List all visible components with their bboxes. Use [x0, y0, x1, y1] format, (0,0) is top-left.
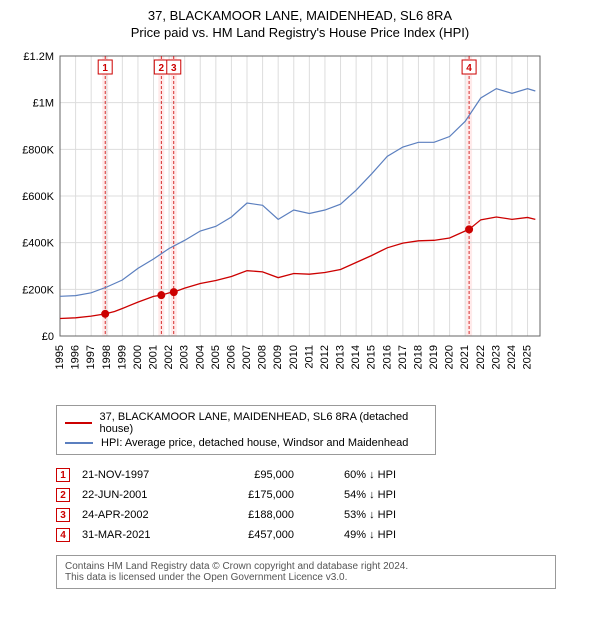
svg-text:2011: 2011 — [303, 345, 315, 369]
marker-number-box: 1 — [56, 468, 70, 482]
svg-text:2019: 2019 — [428, 345, 440, 369]
svg-text:1998: 1998 — [101, 345, 113, 369]
svg-text:2023: 2023 — [490, 345, 502, 369]
transaction-date: 21-NOV-1997 — [82, 469, 202, 481]
svg-text:2002: 2002 — [163, 345, 175, 369]
marker-number-box: 4 — [56, 528, 70, 542]
svg-text:£0: £0 — [42, 331, 54, 343]
transaction-price: £188,000 — [214, 509, 294, 521]
svg-text:2000: 2000 — [132, 345, 144, 369]
svg-text:£400K: £400K — [22, 238, 54, 250]
svg-text:2025: 2025 — [522, 345, 534, 369]
svg-text:1999: 1999 — [116, 345, 128, 369]
svg-text:2005: 2005 — [210, 345, 222, 369]
svg-text:2004: 2004 — [194, 345, 206, 369]
transaction-pct: 53% ↓ HPI — [306, 509, 396, 521]
footer-attribution: Contains HM Land Registry data © Crown c… — [56, 555, 556, 589]
svg-text:2010: 2010 — [288, 345, 300, 369]
svg-text:4: 4 — [466, 63, 472, 74]
svg-text:2006: 2006 — [225, 345, 237, 369]
svg-text:£600K: £600K — [22, 191, 54, 203]
svg-text:2017: 2017 — [397, 345, 409, 369]
transaction-pct: 54% ↓ HPI — [306, 489, 396, 501]
legend-swatch — [65, 422, 92, 424]
svg-text:2024: 2024 — [506, 345, 518, 369]
chart-container: 37, BLACKAMOOR LANE, MAIDENHEAD, SL6 8RA… — [0, 0, 600, 601]
legend-item: 37, BLACKAMOOR LANE, MAIDENHEAD, SL6 8RA… — [65, 410, 427, 436]
transaction-date: 22-JUN-2001 — [82, 489, 202, 501]
title-block: 37, BLACKAMOOR LANE, MAIDENHEAD, SL6 8RA… — [12, 8, 588, 40]
legend: 37, BLACKAMOOR LANE, MAIDENHEAD, SL6 8RA… — [56, 405, 436, 455]
legend-label: HPI: Average price, detached house, Wind… — [101, 437, 408, 449]
transaction-date: 31-MAR-2021 — [82, 529, 202, 541]
svg-text:£800K: £800K — [22, 144, 54, 156]
transactions-table: 1 21-NOV-1997 £95,000 60% ↓ HPI 2 22-JUN-2001… — [56, 465, 588, 545]
svg-text:3: 3 — [171, 63, 177, 74]
transaction-row: 1 21-NOV-1997 £95,000 60% ↓ HPI — [56, 465, 588, 485]
svg-text:2020: 2020 — [444, 345, 456, 369]
svg-text:1997: 1997 — [85, 345, 97, 369]
svg-text:2008: 2008 — [257, 345, 269, 369]
transaction-price: £175,000 — [214, 489, 294, 501]
svg-text:2021: 2021 — [459, 345, 471, 369]
transaction-date: 24-APR-2002 — [82, 509, 202, 521]
legend-item: HPI: Average price, detached house, Wind… — [65, 436, 427, 450]
title-address: 37, BLACKAMOOR LANE, MAIDENHEAD, SL6 8RA — [12, 8, 588, 23]
svg-text:2003: 2003 — [179, 345, 191, 369]
svg-text:1: 1 — [102, 63, 108, 74]
svg-text:2016: 2016 — [381, 345, 393, 369]
transaction-price: £457,000 — [214, 529, 294, 541]
svg-text:2001: 2001 — [148, 345, 160, 369]
chart-area: £0£200K£400K£600K£800K£1M£1.2M1995199619… — [12, 46, 588, 399]
transaction-price: £95,000 — [214, 469, 294, 481]
line-chart-svg: £0£200K£400K£600K£800K£1M£1.2M1995199619… — [12, 46, 542, 394]
footer-line: This data is licensed under the Open Gov… — [65, 572, 547, 583]
transaction-row: 3 24-APR-2002 £188,000 53% ↓ HPI — [56, 505, 588, 525]
legend-swatch — [65, 442, 93, 444]
svg-text:2013: 2013 — [335, 345, 347, 369]
svg-text:1995: 1995 — [54, 345, 66, 369]
transaction-row: 4 31-MAR-2021 £457,000 49% ↓ HPI — [56, 525, 588, 545]
svg-text:£1.2M: £1.2M — [23, 51, 54, 63]
legend-label: 37, BLACKAMOOR LANE, MAIDENHEAD, SL6 8RA… — [100, 411, 427, 435]
transaction-row: 2 22-JUN-2001 £175,000 54% ↓ HPI — [56, 485, 588, 505]
transaction-pct: 60% ↓ HPI — [306, 469, 396, 481]
svg-text:2007: 2007 — [241, 345, 253, 369]
svg-text:2: 2 — [159, 63, 165, 74]
svg-text:2012: 2012 — [319, 345, 331, 369]
svg-text:2014: 2014 — [350, 345, 362, 369]
transaction-pct: 49% ↓ HPI — [306, 529, 396, 541]
svg-text:2015: 2015 — [366, 345, 378, 369]
title-subtitle: Price paid vs. HM Land Registry's House … — [12, 25, 588, 40]
footer-line: Contains HM Land Registry data © Crown c… — [65, 561, 547, 572]
svg-text:1996: 1996 — [70, 345, 82, 369]
svg-text:2018: 2018 — [412, 345, 424, 369]
svg-text:2009: 2009 — [272, 345, 284, 369]
svg-text:£1M: £1M — [33, 98, 54, 110]
marker-number-box: 2 — [56, 488, 70, 502]
svg-text:£200K: £200K — [22, 284, 54, 296]
marker-number-box: 3 — [56, 508, 70, 522]
svg-text:2022: 2022 — [475, 345, 487, 369]
